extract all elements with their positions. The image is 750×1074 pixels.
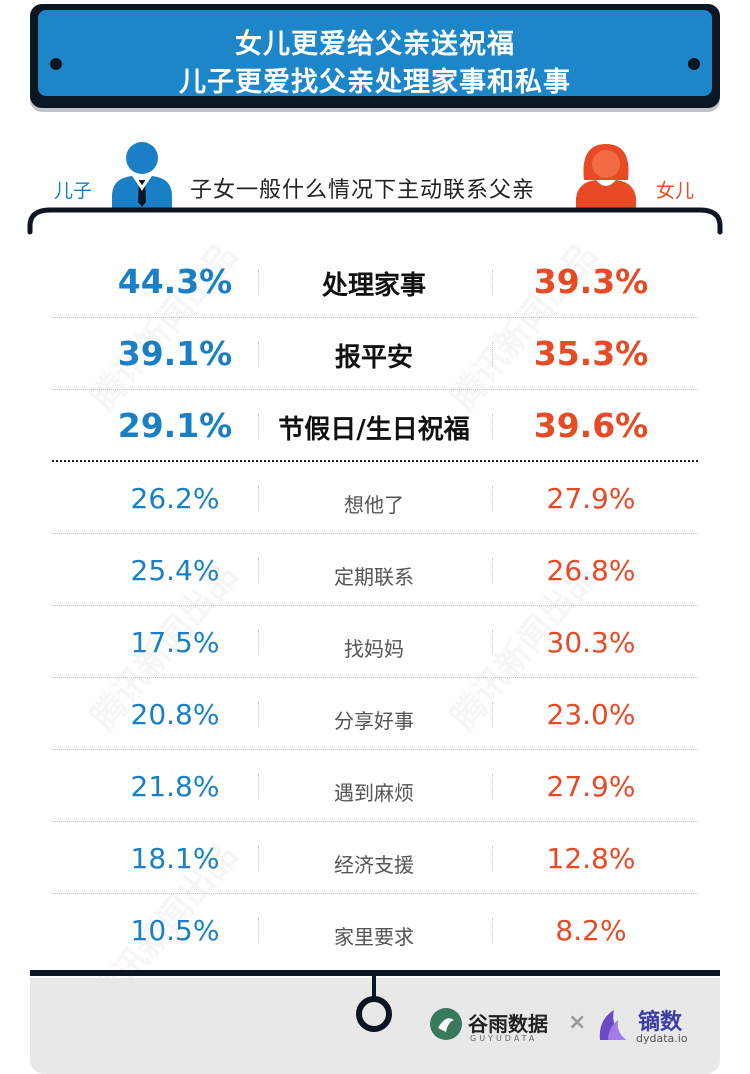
row-separator xyxy=(52,317,698,318)
daughter-label: 女儿 xyxy=(656,180,695,202)
row-separator xyxy=(52,749,698,750)
daughter-value: 27.9% xyxy=(546,482,636,515)
table-row: 29.1% 节假日/生日祝福 39.6% xyxy=(52,390,698,462)
chart-subtitle: 子女一般什么情况下主动联系父亲 xyxy=(190,178,536,203)
column-divider xyxy=(258,558,259,582)
daughter-value: 39.6% xyxy=(533,406,649,445)
table-row: 10.5% 家里要求 8.2% xyxy=(52,894,698,966)
son-value: 18.1% xyxy=(130,842,220,875)
table-row: 21.8% 遇到麻烦 27.9% xyxy=(52,750,698,822)
daughter-icon xyxy=(576,144,636,208)
son-label: 儿子 xyxy=(54,180,93,202)
column-divider xyxy=(258,846,259,870)
column-divider xyxy=(492,774,493,798)
column-divider xyxy=(258,918,259,942)
daughter-value: 8.2% xyxy=(555,914,627,947)
son-value: 10.5% xyxy=(130,914,220,947)
category-label: 分享好事 xyxy=(334,709,414,733)
table-row: 39.1% 报平安 35.3% xyxy=(52,318,698,390)
row-separator xyxy=(52,893,698,894)
banner-dot-right xyxy=(688,58,700,70)
category-label: 经济支援 xyxy=(334,853,414,877)
chart-title-line1: 女儿更爱给父亲送祝福 xyxy=(235,29,515,60)
row-separator xyxy=(52,389,698,390)
table-row: 44.3% 处理家事 39.3% xyxy=(52,246,698,318)
chart-title-line2: 儿子更爱找父亲处理家事和私事 xyxy=(179,67,571,98)
column-divider xyxy=(492,414,493,438)
category-label: 想他了 xyxy=(344,493,404,517)
column-divider xyxy=(492,270,493,294)
footer-bar xyxy=(30,970,720,976)
son-value: 39.1% xyxy=(117,334,233,373)
daughter-value: 27.9% xyxy=(546,770,636,803)
collab-times-icon: × xyxy=(568,1010,587,1035)
category-label: 节假日/生日祝福 xyxy=(278,415,470,445)
banner-dot-left xyxy=(50,58,62,70)
column-divider xyxy=(258,702,259,726)
dydata-logo-text: 镝数 xyxy=(638,1010,683,1035)
son-value: 17.5% xyxy=(130,626,220,659)
footer-ring-icon xyxy=(356,996,392,1032)
column-divider xyxy=(492,630,493,654)
row-separator xyxy=(52,460,698,462)
son-value: 26.2% xyxy=(130,482,220,515)
son-value: 20.8% xyxy=(130,698,220,731)
daughter-value: 12.8% xyxy=(546,842,636,875)
table-row: 26.2% 想他了 27.9% xyxy=(52,462,698,534)
guyu-logo-text: 谷雨数据 xyxy=(468,1012,548,1036)
dydata-logo-subtext: dydata.io xyxy=(636,1032,688,1045)
column-divider xyxy=(492,702,493,726)
column-divider xyxy=(492,846,493,870)
table-row: 18.1% 经济支援 12.8% xyxy=(52,822,698,894)
column-divider xyxy=(258,630,259,654)
daughter-value: 23.0% xyxy=(546,698,636,731)
son-icon xyxy=(112,142,172,208)
daughter-value: 30.3% xyxy=(546,626,636,659)
column-divider xyxy=(492,486,493,510)
column-divider xyxy=(258,774,259,798)
category-label: 处理家事 xyxy=(321,271,426,301)
column-divider xyxy=(258,414,259,438)
son-value: 44.3% xyxy=(117,262,233,301)
column-divider xyxy=(492,342,493,366)
category-label: 定期联系 xyxy=(334,565,414,589)
column-divider xyxy=(492,918,493,942)
table-row: 17.5% 找妈妈 30.3% xyxy=(52,606,698,678)
guyu-logo-subtext: GUYUDATA xyxy=(470,1034,538,1043)
row-separator xyxy=(52,605,698,606)
table-row: 20.8% 分享好事 23.0% xyxy=(52,678,698,750)
guyu-logo-icon xyxy=(430,1008,462,1040)
son-value: 21.8% xyxy=(130,770,220,803)
dydata-logo-icon xyxy=(599,1010,626,1040)
category-label: 找妈妈 xyxy=(344,637,404,661)
column-divider xyxy=(258,270,259,294)
footer-stem xyxy=(372,976,376,998)
table-row: 25.4% 定期联系 26.8% xyxy=(52,534,698,606)
row-separator xyxy=(52,677,698,678)
daughter-value: 35.3% xyxy=(533,334,649,373)
category-label: 报平安 xyxy=(334,343,413,373)
row-separator xyxy=(52,533,698,534)
category-label: 家里要求 xyxy=(334,925,414,949)
row-separator xyxy=(52,821,698,822)
son-value: 29.1% xyxy=(117,406,233,445)
title-banner-panel: 女儿更爱给父亲送祝福 儿子更爱找父亲处理家事和私事 xyxy=(38,10,712,98)
column-divider xyxy=(258,342,259,366)
table-frame-arc xyxy=(27,207,723,235)
category-label: 遇到麻烦 xyxy=(334,781,414,805)
column-divider xyxy=(492,558,493,582)
daughter-value: 26.8% xyxy=(546,554,636,587)
column-divider xyxy=(258,486,259,510)
son-value: 25.4% xyxy=(130,554,220,587)
title-banner: 女儿更爱给父亲送祝福 儿子更爱找父亲处理家事和私事 xyxy=(30,4,720,108)
daughter-value: 39.3% xyxy=(533,262,649,301)
